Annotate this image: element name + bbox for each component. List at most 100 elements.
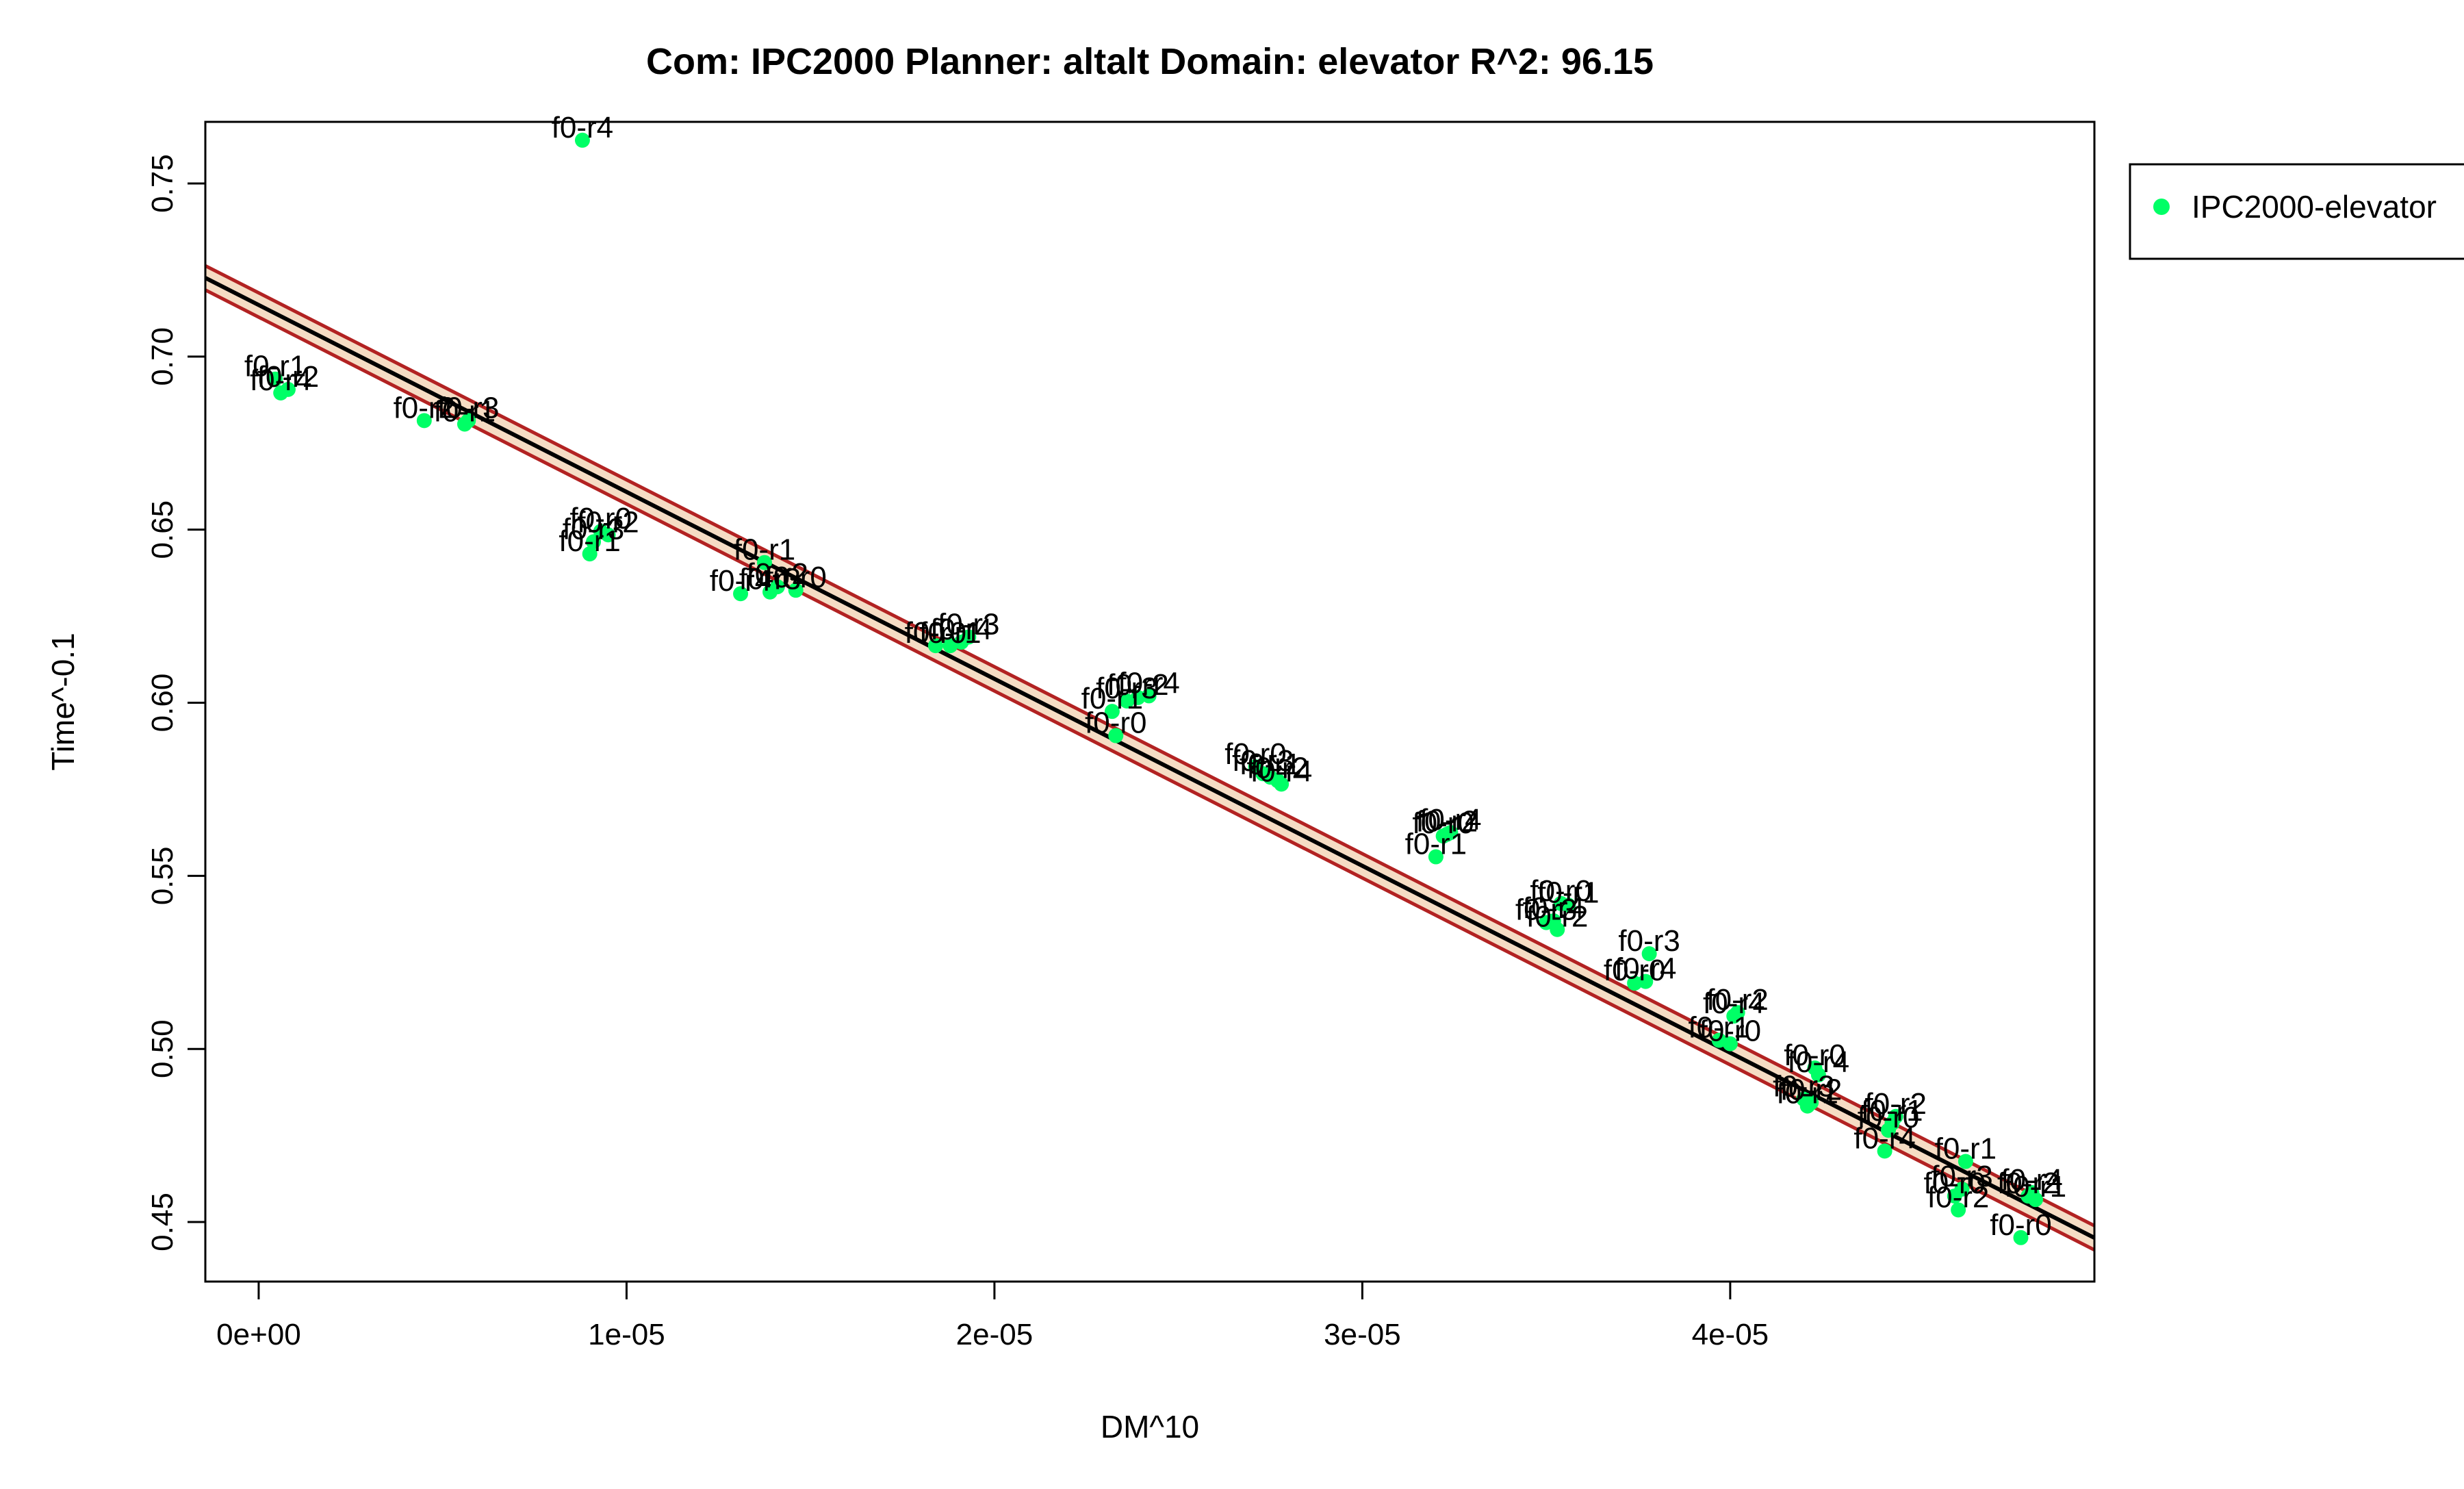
- point-label: f0-r0: [765, 561, 826, 594]
- point-label: f0-r2: [1706, 983, 1768, 1017]
- point-label: f0-r0: [1858, 1101, 1919, 1134]
- point-label: f0-r1: [919, 616, 981, 650]
- point-label: f0-r2: [394, 391, 455, 424]
- data-point: [1428, 849, 1443, 865]
- point-label: f0-r4: [710, 564, 771, 598]
- point-label: f0-r4: [1250, 754, 1312, 788]
- point-label: f0-r0: [570, 502, 632, 535]
- data-point: [1722, 1036, 1738, 1052]
- data-point: [769, 579, 785, 595]
- point-label: f0-r0: [1085, 707, 1146, 740]
- y-axis-label: Time^-0.1: [45, 633, 81, 770]
- x-tick-label: 0e+00: [216, 1318, 301, 1351]
- point-label: f0-r1: [734, 533, 795, 567]
- point-labels: f0-r1f0-r4f0-r2f0-r2f0-r1f0-r3f0-r4f0-r1…: [244, 111, 2066, 1242]
- data-point: [416, 413, 432, 429]
- band-lower-line: [205, 288, 2094, 1252]
- point-label: f0-r1: [559, 524, 620, 558]
- x-axis-label: DM^10: [1101, 1409, 1199, 1445]
- point-label: f0-r2: [1780, 1073, 1842, 1107]
- point-label: f0-r2: [1416, 805, 1478, 839]
- data-point: [961, 629, 977, 645]
- legend-marker: [2153, 199, 2170, 215]
- point-label: f0-r4: [1615, 952, 1676, 986]
- data-point: [1561, 898, 1576, 913]
- point-label: f0-r0: [1784, 1039, 1845, 1072]
- data-point: [1130, 689, 1146, 705]
- y-tick-label: 0.75: [146, 154, 179, 213]
- data-point: [1108, 728, 1124, 743]
- point-label: f0-r1: [244, 350, 306, 383]
- point-label: f0-r3: [938, 607, 999, 641]
- point-label: f0-r0: [1990, 1208, 2051, 1242]
- y-tick-label: 0.55: [146, 847, 179, 906]
- point-label: f0-r0: [905, 616, 966, 650]
- point-label: f0-r2: [577, 505, 639, 539]
- fit-line: [205, 276, 2094, 1240]
- point-label: f0-r3: [1515, 893, 1577, 927]
- y-tick-label: 0.60: [146, 674, 179, 733]
- point-label: f0-r1: [1081, 682, 1143, 715]
- point-label: f0-r2: [747, 557, 808, 591]
- data-point: [1443, 825, 1459, 841]
- point-label: f0-r0: [1604, 954, 1665, 987]
- data-point: [927, 638, 943, 654]
- data-point: [1810, 1067, 1826, 1083]
- point-label: f0-r2: [1997, 1167, 2059, 1200]
- point-label: f0-r2: [1247, 751, 1309, 785]
- x-tick-label: 2e-05: [956, 1318, 1034, 1351]
- point-label: f0-r0: [1924, 1167, 1986, 1200]
- data-point: [268, 371, 283, 387]
- point-label: f0-r1: [1405, 828, 1467, 861]
- point-label: f0-r1: [434, 394, 496, 428]
- point-label: f0-r4: [930, 613, 992, 646]
- data-point: [2013, 1230, 2029, 1245]
- data-point: [574, 132, 590, 148]
- data-point: [733, 586, 749, 602]
- point-label: f0-r1: [1689, 1011, 1750, 1045]
- point-label: f0-r0: [1530, 874, 1591, 908]
- point-label: f0-r4: [1788, 1045, 1849, 1079]
- x-tick-label: 4e-05: [1692, 1318, 1769, 1351]
- x-tick-label: 3e-05: [1324, 1318, 1401, 1351]
- x-axis: 0e+00 1e-05 2e-05 3e-05 4e-05: [216, 1280, 1769, 1351]
- point-label: f0-r4: [1523, 891, 1584, 925]
- y-axis: 0.45 0.50 0.55 0.60 0.65 0.70 0.75: [146, 154, 207, 1251]
- point-label: f0-r0: [1224, 737, 1286, 771]
- data-point: [1958, 1154, 1973, 1169]
- x-tick-label: 1e-05: [588, 1318, 665, 1351]
- y-tick-label: 0.70: [146, 327, 179, 386]
- point-label: f0-r2: [1526, 900, 1588, 934]
- data-point: [1877, 1143, 1892, 1159]
- data-point: [582, 546, 598, 562]
- data-point: [461, 413, 476, 429]
- y-tick-label: 0.45: [146, 1193, 179, 1251]
- data-point: [2028, 1192, 2044, 1208]
- point-label: f0-r1: [1935, 1132, 1997, 1166]
- data-point: [1550, 921, 1565, 937]
- point-label: f0-r3: [1618, 924, 1680, 958]
- chart-title: Com: IPC2000 Planner: altalt Domain: ele…: [646, 41, 1654, 82]
- data-point: [1627, 976, 1643, 991]
- point-label: f0-r3: [563, 512, 624, 546]
- data-point: [788, 583, 804, 598]
- point-label: f0-r1: [1861, 1094, 1923, 1128]
- point-label: f0-r3: [1773, 1070, 1834, 1104]
- point-label: f0-r2: [1107, 668, 1168, 702]
- point-label: f0-r4: [250, 364, 311, 397]
- data-point: [280, 381, 296, 397]
- point-label: f0-r4: [2001, 1163, 2062, 1197]
- point-label: f0-r4: [1420, 803, 1481, 837]
- point-label: f0-r3: [1931, 1160, 1992, 1193]
- data-point: [600, 527, 616, 543]
- point-label: f0-r0: [1699, 1015, 1761, 1048]
- data-points: [268, 132, 2044, 1245]
- y-tick-label: 0.65: [146, 500, 179, 559]
- legend: IPC2000-elevator: [2129, 163, 2464, 260]
- point-label: f0-r4: [1703, 987, 1764, 1020]
- data-point: [1638, 973, 1654, 989]
- data-point: [1104, 704, 1120, 720]
- legend-box: [2129, 163, 2464, 260]
